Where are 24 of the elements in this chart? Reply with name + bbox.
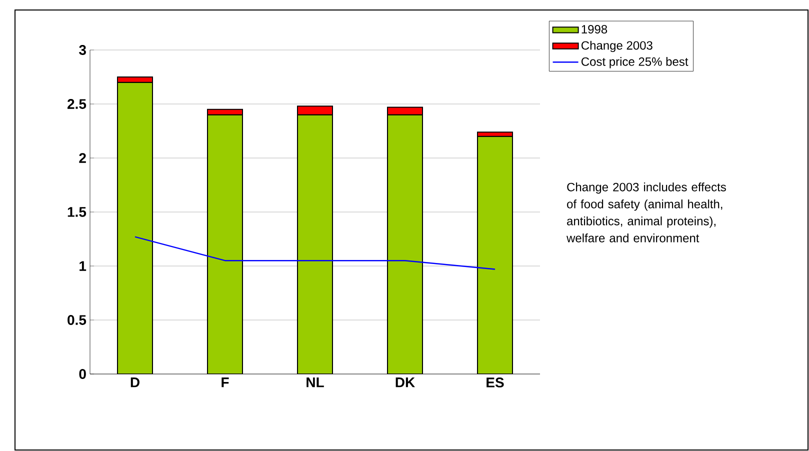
y-tick-label: 1.5 [68, 207, 86, 217]
y-tick-label: 0.5 [68, 315, 86, 325]
legend-label: Cost price 25% best [582, 57, 688, 68]
bar [207, 114, 243, 374]
x-tick-label: D [130, 378, 140, 388]
bar [297, 114, 333, 374]
y-tick-label: 2 [79, 153, 86, 163]
bar [387, 114, 424, 374]
legend-label: 1998 [582, 25, 608, 34]
y-tick-label: 2.5 [68, 99, 86, 109]
bar [207, 108, 243, 116]
y-tick-label: 3 [79, 45, 86, 55]
legend-label: Change 2003 [582, 40, 652, 52]
y-tick-label: 0 [79, 369, 86, 379]
bar [297, 106, 333, 116]
bar [117, 82, 153, 374]
text: Change 2003 includes effects of food safety (animal health, antibiotics, animal proteins), welfare and environment [566, 182, 726, 242]
x-tick-label: DK [396, 378, 415, 388]
x-tick-label: F [222, 378, 229, 388]
bar [387, 106, 424, 116]
y-tick-label: 1 [80, 261, 86, 271]
bar [477, 136, 514, 374]
x-tick-label: ES [486, 378, 504, 388]
x-tick-label: NL [306, 378, 324, 388]
